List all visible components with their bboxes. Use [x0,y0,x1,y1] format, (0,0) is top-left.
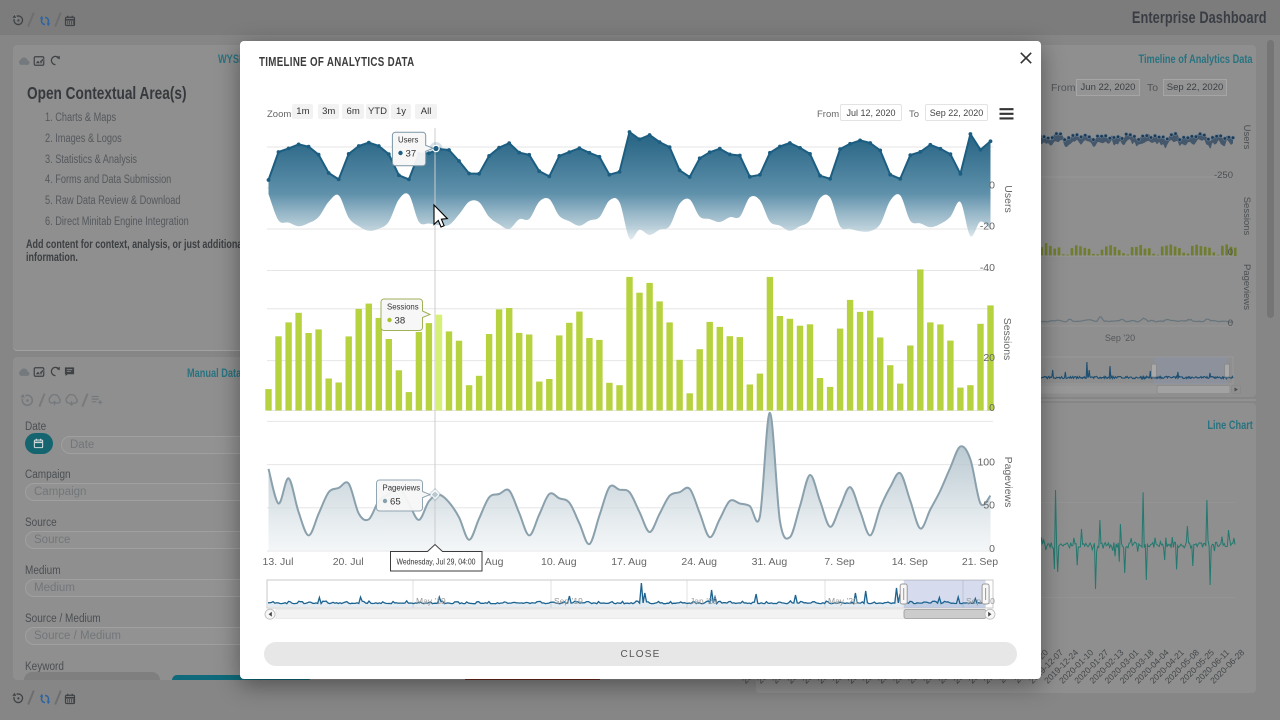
svg-text:14. Sep: 14. Sep [892,556,928,568]
svg-text:24. Aug: 24. Aug [681,556,717,568]
svg-text:Pageviews: Pageviews [1002,457,1014,508]
svg-text:100: 100 [977,457,995,469]
svg-text:0: 0 [989,543,995,555]
svg-text:Pageviews: Pageviews [383,484,421,493]
svg-text:38: 38 [395,316,406,327]
svg-text:65: 65 [390,497,401,508]
svg-text:Jan ’20: Jan ’20 [690,596,718,606]
svg-text:Sep ’19: Sep ’19 [554,596,583,606]
svg-text:Sessions: Sessions [1241,197,1252,236]
svg-text:21. Sep: 21. Sep [962,556,998,568]
svg-text:50: 50 [983,500,995,512]
svg-text:May ’20: May ’20 [828,596,858,606]
svg-text:13. Jul: 13. Jul [263,556,294,568]
svg-text:-20: -20 [980,221,995,233]
svg-text:Sep '20: Sep '20 [1105,333,1135,343]
svg-text:Users: Users [1241,125,1252,150]
svg-text:Sessions: Sessions [1001,318,1013,361]
svg-text:Pageviews: Pageviews [1241,264,1252,310]
svg-text:31. Aug: 31. Aug [752,556,788,568]
svg-text:0: 0 [989,402,995,414]
svg-text:0: 0 [1228,247,1233,258]
svg-text:Sep ’20: Sep ’20 [966,596,995,606]
svg-text:10. Aug: 10. Aug [541,556,577,568]
svg-text:Wednesday, Jul 29, 04:00: Wednesday, Jul 29, 04:00 [397,557,476,567]
svg-text:7. Sep: 7. Sep [824,556,855,568]
svg-text:20: 20 [983,352,995,364]
svg-text:-250: -250 [1214,170,1233,181]
svg-text:Users: Users [1002,185,1014,212]
svg-text:17. Aug: 17. Aug [611,556,647,568]
svg-text:May ’19: May ’19 [416,596,446,606]
svg-text:37: 37 [406,149,417,160]
svg-text:-40: -40 [980,262,995,274]
svg-text:Sessions: Sessions [387,303,419,312]
svg-text:0: 0 [989,180,995,192]
svg-text:Users: Users [398,136,418,145]
svg-text:0: 0 [1228,318,1233,329]
svg-text:20. Jul: 20. Jul [333,556,364,568]
